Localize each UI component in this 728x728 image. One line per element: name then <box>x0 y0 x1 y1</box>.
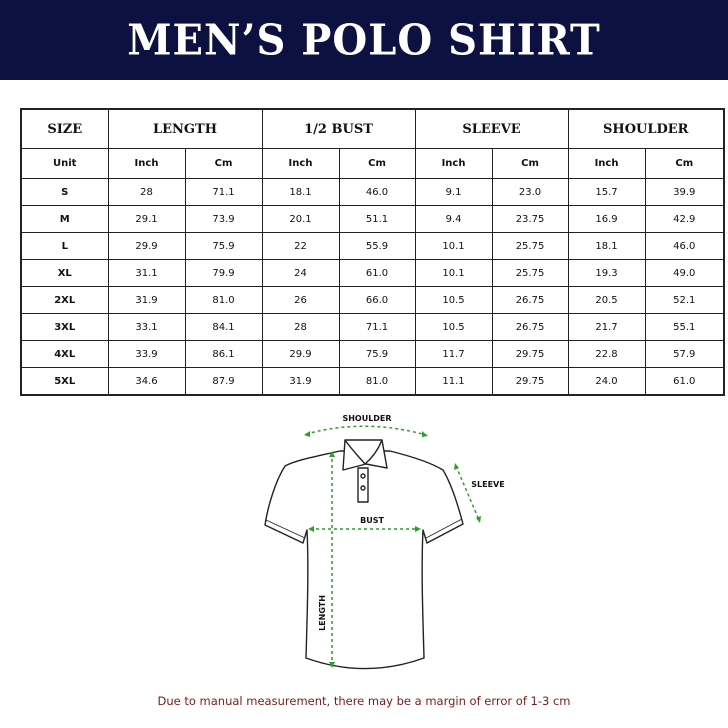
value-cell: 57.9 <box>644 340 725 368</box>
value-cell: 11.7 <box>414 340 493 368</box>
unit-cell: Cm <box>338 148 416 179</box>
value-cell: 15.7 <box>567 178 646 206</box>
value-cell: 52.1 <box>644 286 725 314</box>
table-row: L 29.9 75.9 22 55.9 10.1 25.75 18.1 46.0 <box>20 232 725 260</box>
value-cell: 55.1 <box>644 313 725 341</box>
value-cell: 42.9 <box>644 205 725 233</box>
title-banner: MEN’S POLO SHIRT <box>0 0 728 80</box>
header-size: SIZE <box>20 108 109 149</box>
value-cell: 81.0 <box>184 286 263 314</box>
value-cell: 10.5 <box>414 286 493 314</box>
button-icon <box>360 473 366 479</box>
value-cell: 81.0 <box>338 367 416 396</box>
value-cell: 34.6 <box>107 367 186 396</box>
measure-arrowheads <box>304 431 481 668</box>
table-row: 4XL 33.9 86.1 29.9 75.9 11.7 29.75 22.8 57.9 <box>20 340 725 368</box>
shoulder-label: SHOULDER <box>342 414 391 423</box>
value-cell: 39.9 <box>644 178 725 206</box>
value-cell: 71.1 <box>338 313 416 341</box>
value-cell: 61.0 <box>338 259 416 287</box>
value-cell: 31.9 <box>261 367 340 396</box>
sleeve-measure-line <box>455 465 480 521</box>
unit-cell: Cm <box>644 148 725 179</box>
value-cell: 24 <box>261 259 340 287</box>
shoulder-measure-line <box>305 425 427 436</box>
value-cell: 22.8 <box>567 340 646 368</box>
value-cell: 31.1 <box>107 259 186 287</box>
value-cell: 28 <box>107 178 186 206</box>
unit-cell: Inch <box>107 148 186 179</box>
bust-label: BUST <box>360 516 384 525</box>
value-cell: 18.1 <box>261 178 340 206</box>
value-cell: 29.75 <box>491 367 569 396</box>
value-cell: 86.1 <box>184 340 263 368</box>
value-cell: 61.0 <box>644 367 725 396</box>
value-cell: 46.0 <box>644 232 725 260</box>
value-cell: 66.0 <box>338 286 416 314</box>
value-cell: 10.1 <box>414 259 493 287</box>
size-cell: M <box>20 205 109 233</box>
value-cell: 20.1 <box>261 205 340 233</box>
placket <box>357 467 369 503</box>
size-cell: L <box>20 232 109 260</box>
value-cell: 87.9 <box>184 367 263 396</box>
collar <box>342 439 388 471</box>
value-cell: 23.75 <box>491 205 569 233</box>
value-cell: 19.3 <box>567 259 646 287</box>
value-cell: 11.1 <box>414 367 493 396</box>
unit-row: Unit Inch Cm Inch Cm Inch Cm Inch Cm <box>20 148 725 179</box>
value-cell: 26.75 <box>491 286 569 314</box>
unit-cell: Inch <box>567 148 646 179</box>
value-cell: 31.9 <box>107 286 186 314</box>
length-label: LENGTH <box>318 595 327 631</box>
value-cell: 33.1 <box>107 313 186 341</box>
value-cell: 71.1 <box>184 178 263 206</box>
size-cell: 5XL <box>20 367 109 396</box>
page-title: MEN’S POLO SHIRT <box>127 15 601 65</box>
table-row: M 29.1 73.9 20.1 51.1 9.4 23.75 16.9 42.9 <box>20 205 725 233</box>
button-icon <box>360 485 366 491</box>
measure-lines <box>305 425 480 666</box>
header-row: SIZE LENGTH 1/2 BUST SLEEVE SHOULDER <box>20 108 725 149</box>
header-shoulder: SHOULDER <box>567 108 725 149</box>
size-chart-table: SIZE LENGTH 1/2 BUST SLEEVE SHOULDER Uni… <box>20 108 726 396</box>
value-cell: 75.9 <box>184 232 263 260</box>
value-cell: 55.9 <box>338 232 416 260</box>
table-row: S 28 71.1 18.1 46.0 9.1 23.0 15.7 39.9 <box>20 178 725 206</box>
table-row: XL 31.1 79.9 24 61.0 10.1 25.75 19.3 49.0 <box>20 259 725 287</box>
value-cell: 29.75 <box>491 340 569 368</box>
value-cell: 33.9 <box>107 340 186 368</box>
value-cell: 75.9 <box>338 340 416 368</box>
value-cell: 9.4 <box>414 205 493 233</box>
value-cell: 46.0 <box>338 178 416 206</box>
sleeve-label: SLEEVE <box>471 480 504 489</box>
size-cell: S <box>20 178 109 206</box>
measurement-note: Due to manual measurement, there may be … <box>157 694 571 708</box>
table-row: 5XL 34.6 87.9 31.9 81.0 11.1 29.75 24.0 61.0 <box>20 367 725 396</box>
shirt-outline <box>264 439 464 670</box>
value-cell: 24.0 <box>567 367 646 396</box>
